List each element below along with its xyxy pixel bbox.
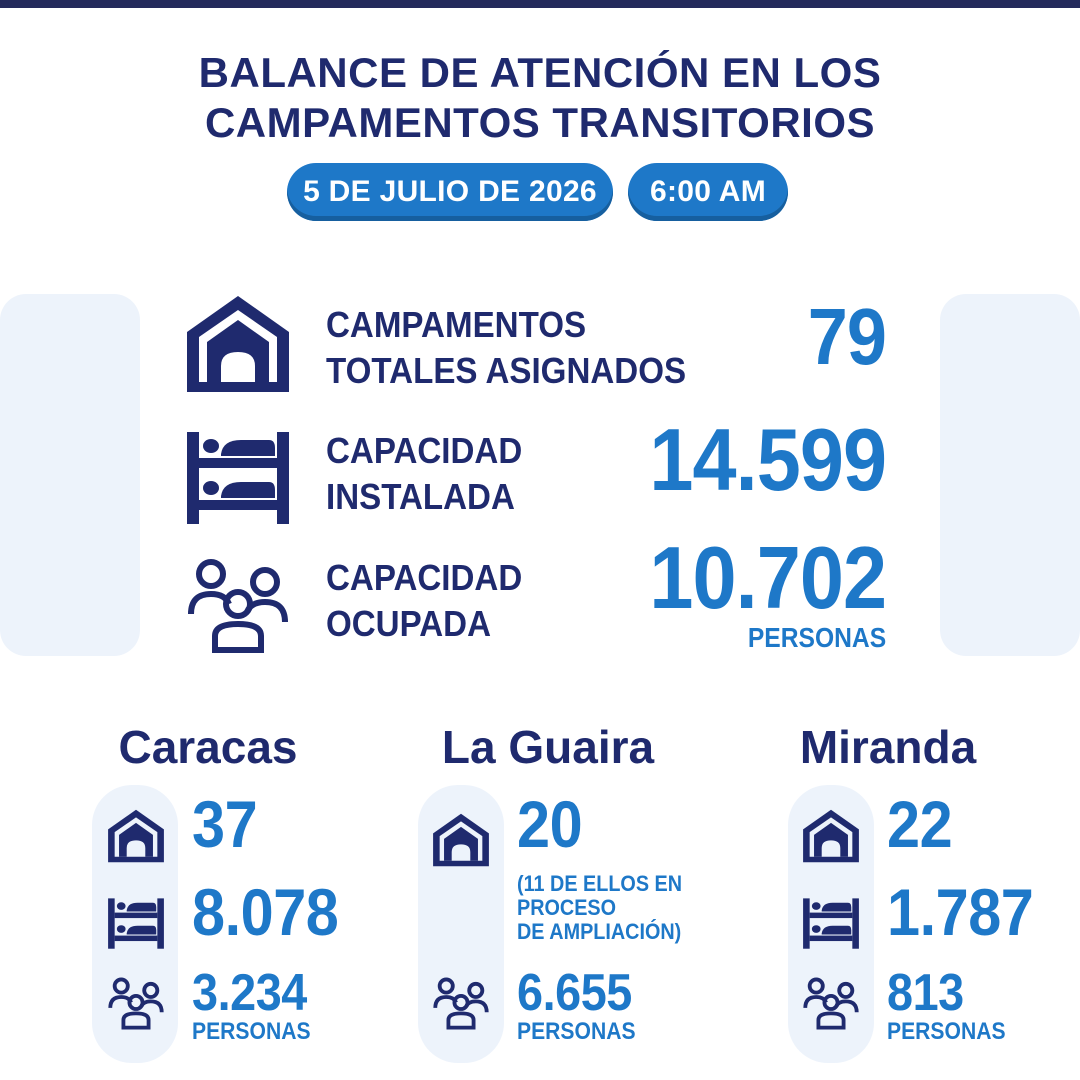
title-line-2: CAMPAMENTOS TRANSITORIOS <box>204 99 876 146</box>
house-icon <box>433 813 489 867</box>
time-badge: 6:00 AM <box>628 163 788 221</box>
people-group-icon <box>188 559 288 653</box>
campamentos-value: 79 <box>807 292 887 381</box>
bunk-bed-icon <box>108 898 164 949</box>
house-icon <box>187 296 289 392</box>
house-icon <box>803 809 859 863</box>
miranda-unit: PERSONAS <box>887 1018 1006 1045</box>
capacidad-instalada-label: CAPACIDAD INSTALADA <box>326 428 522 520</box>
page-title: BALANCE DE ATENCIÓN EN LOS CAMPAMENTOS T… <box>0 48 1080 148</box>
capacidad-instalada-value: 14.599 <box>649 410 887 509</box>
caracas-capacidad-ocupada-value: 3.234 <box>192 964 307 1022</box>
la-guaira-unit: PERSONAS <box>517 1018 636 1045</box>
la-guaira-campamentos-value: 20 <box>517 787 583 861</box>
la-guaira-note-line-1: (11 DE ELLOS EN <box>517 871 683 896</box>
capacidad-ocupada-label-line-2: OCUPADA <box>326 603 491 644</box>
region-title-miranda: Miranda <box>799 721 977 773</box>
capacidad-instalada-label-line-2: INSTALADA <box>326 476 515 517</box>
people-group-icon <box>433 977 489 1030</box>
capacidad-instalada-label-line-1: CAPACIDAD <box>326 430 523 471</box>
capacidad-ocupada-value: 10.702 <box>649 528 887 627</box>
campamentos-label-line-1: CAMPAMENTOS <box>326 304 587 345</box>
caracas-unit: PERSONAS <box>192 1018 311 1045</box>
la-guaira-note-line-3: DE AMPLIACIÓN) <box>517 919 682 944</box>
top-bar <box>0 0 1080 8</box>
right-decor-panel <box>940 294 1080 656</box>
miranda-capacidad-ocupada-value: 813 <box>887 964 964 1022</box>
title-line-1: BALANCE DE ATENCIÓN EN LOS <box>198 49 882 96</box>
la-guaira-note: (11 DE ELLOS EN PROCESO DE AMPLIACIÓN) <box>517 872 682 944</box>
date-badge: 5 DE JULIO DE 2026 <box>287 163 613 221</box>
capacidad-ocupada-label-line-1: CAPACIDAD <box>326 557 523 598</box>
people-group-icon <box>803 977 859 1030</box>
caracas-campamentos-value: 37 <box>192 787 258 861</box>
miranda-capacidad-instalada-value: 1.787 <box>887 875 1034 949</box>
left-decor-panel <box>0 294 140 656</box>
house-icon <box>108 809 164 863</box>
region-title-la-guaira: La Guaira <box>441 721 655 773</box>
la-guaira-capacidad-ocupada-value: 6.655 <box>517 964 632 1022</box>
capacidad-ocupada-label: CAPACIDAD OCUPADA <box>326 555 522 647</box>
miranda-campamentos-value: 22 <box>887 787 953 861</box>
bunk-bed-icon <box>803 898 859 949</box>
region-title-caracas: Caracas <box>118 721 298 773</box>
capacidad-ocupada-unit: PERSONAS <box>747 622 886 653</box>
campamentos-label-line-2: TOTALES ASIGNADOS <box>326 350 687 391</box>
la-guaira-note-line-2: PROCESO <box>517 895 617 920</box>
campamentos-label: CAMPAMENTOS TOTALES ASIGNADOS <box>326 302 686 394</box>
caracas-capacidad-instalada-value: 8.078 <box>192 875 339 949</box>
bunk-bed-icon <box>187 432 289 524</box>
people-group-icon <box>108 977 164 1030</box>
